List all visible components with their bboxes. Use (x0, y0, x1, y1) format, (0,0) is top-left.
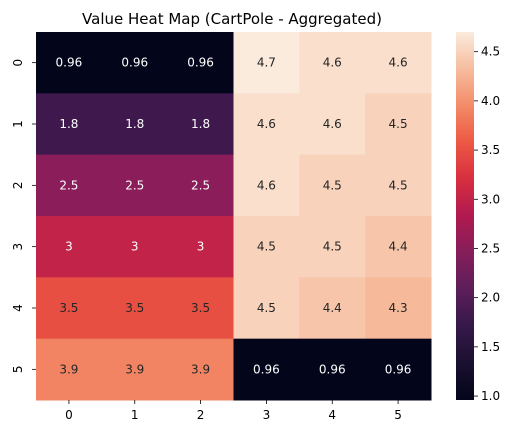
cell-value-label: 1.8 (125, 117, 144, 131)
cell-value-label: 4.4 (323, 301, 342, 315)
x-tick-label: 2 (197, 408, 205, 422)
cell-value-label: 3.9 (125, 362, 144, 376)
cell-value-label: 3 (65, 240, 73, 254)
colorbar-tick-label: 2.5 (481, 241, 500, 255)
x-tick-label: 1 (131, 408, 139, 422)
cell-value-label: 0.96 (253, 362, 280, 376)
cell-value-label: 3.5 (125, 301, 144, 315)
heatmap-cell (365, 277, 432, 340)
y-tick-label: 1 (11, 120, 25, 128)
heatmap-cell (36, 154, 103, 217)
colorbar-tick-label: 4.5 (481, 45, 500, 59)
heatmap-cell (299, 216, 366, 278)
cell-value-label: 3.5 (59, 301, 78, 315)
y-tick-label: 0 (11, 59, 25, 67)
heatmap-cells: 0.96 0.96 0.96 4.7 4.6 4.6 1.8 1.8 1.8 4.6 4.6 4.5 2… (36, 32, 432, 401)
cell-value-label: 0.96 (187, 56, 214, 70)
heatmap-cell (299, 32, 366, 94)
cell-value-label: 4.6 (323, 56, 342, 70)
heatmap-cell (101, 154, 169, 217)
cell-value-label: 4.5 (389, 178, 408, 192)
cell-value-label: 1.8 (59, 117, 78, 131)
heatmap-cell (299, 93, 366, 156)
heatmap-cell (167, 338, 234, 401)
y-tick-label: 3 (11, 243, 25, 251)
heatmap-cell (365, 32, 432, 94)
heatmap-cell (167, 216, 234, 278)
heatmap-cell (365, 154, 432, 217)
heatmap-cell (101, 216, 169, 278)
heatmap-cell (36, 32, 103, 94)
heatmap-cell (167, 32, 234, 94)
cell-value-label: 3 (131, 240, 139, 254)
colorbar: 1.0 1.5 2.0 2.5 3.0 3.5 4.0 4.5 (456, 32, 500, 403)
cell-value-label: 4.5 (257, 240, 276, 254)
cell-value-label: 0.96 (121, 56, 148, 70)
heatmap-cell (167, 277, 234, 340)
cell-value-label: 4.5 (389, 117, 408, 131)
heatmap-cell (233, 32, 300, 94)
x-tick-label: 5 (394, 408, 402, 422)
cell-value-label: 4.5 (323, 240, 342, 254)
y-tick-label: 2 (11, 182, 25, 190)
heatmap-cell (101, 93, 169, 156)
cell-value-label: 3.5 (191, 301, 210, 315)
colorbar-tick-label: 2.0 (481, 291, 500, 305)
colorbar-tick-label: 3.0 (481, 192, 500, 206)
heatmap-cell (167, 154, 234, 217)
heatmap-cell (233, 338, 300, 401)
cell-value-label: 4.7 (257, 56, 276, 70)
cell-value-label: 2.5 (191, 178, 210, 192)
heatmap-cell (299, 338, 366, 401)
heatmap-cell (233, 154, 300, 217)
cell-value-label: 4.6 (257, 117, 276, 131)
colorbar-tick-label: 3.5 (481, 143, 500, 157)
heatmap-cell (233, 277, 300, 340)
colorbar-tick-label: 1.5 (481, 340, 500, 354)
y-tick-label: 4 (11, 304, 25, 312)
heatmap-cell (167, 93, 234, 156)
heatmap-cell (365, 338, 432, 401)
x-tick-label: 3 (263, 408, 271, 422)
heatmap-cell (36, 338, 103, 401)
cell-value-label: 2.5 (59, 178, 78, 192)
colorbar-gradient (456, 32, 474, 400)
cell-value-label: 0.96 (56, 56, 83, 70)
heatmap-cell (233, 93, 300, 156)
heatmap-cell (36, 216, 103, 278)
cell-value-label: 4.6 (323, 117, 342, 131)
colorbar-tick-label: 4.0 (481, 94, 500, 108)
cell-value-label: 4.3 (389, 301, 408, 315)
cell-value-label: 0.96 (319, 362, 346, 376)
x-tick-label: 4 (328, 408, 336, 422)
heatmap-cell (101, 277, 169, 340)
heatmap-cell (101, 32, 169, 94)
cell-value-label: 4.4 (389, 240, 408, 254)
y-tick-label: 5 (11, 366, 25, 374)
heatmap-cell (233, 216, 300, 278)
cell-value-label: 3 (197, 240, 205, 254)
cell-value-label: 3.9 (59, 362, 78, 376)
cell-value-label: 4.5 (323, 178, 342, 192)
heatmap-cell (299, 277, 366, 340)
heatmap-cell (36, 93, 103, 156)
cell-value-label: 4.6 (257, 178, 276, 192)
cell-value-label: 4.6 (389, 56, 408, 70)
y-axis: 0 1 2 3 4 5 (11, 59, 36, 373)
heatmap-cell (101, 338, 169, 401)
chart-title: Value Heat Map (CartPole - Aggregated) (82, 10, 382, 28)
cell-value-label: 4.5 (257, 301, 276, 315)
cell-value-label: 2.5 (125, 178, 144, 192)
cell-value-label: 3.9 (191, 362, 210, 376)
heatmap-cell (299, 154, 366, 217)
cell-value-label: 0.96 (385, 362, 412, 376)
x-tick-label: 0 (65, 408, 73, 422)
x-axis: 0 1 2 3 4 5 (65, 400, 402, 422)
cell-value-label: 1.8 (191, 117, 210, 131)
colorbar-tick-label: 1.0 (481, 389, 500, 403)
heatmap-cell (36, 277, 103, 340)
heatmap-cell (365, 93, 432, 156)
heatmap-cell (365, 216, 432, 278)
